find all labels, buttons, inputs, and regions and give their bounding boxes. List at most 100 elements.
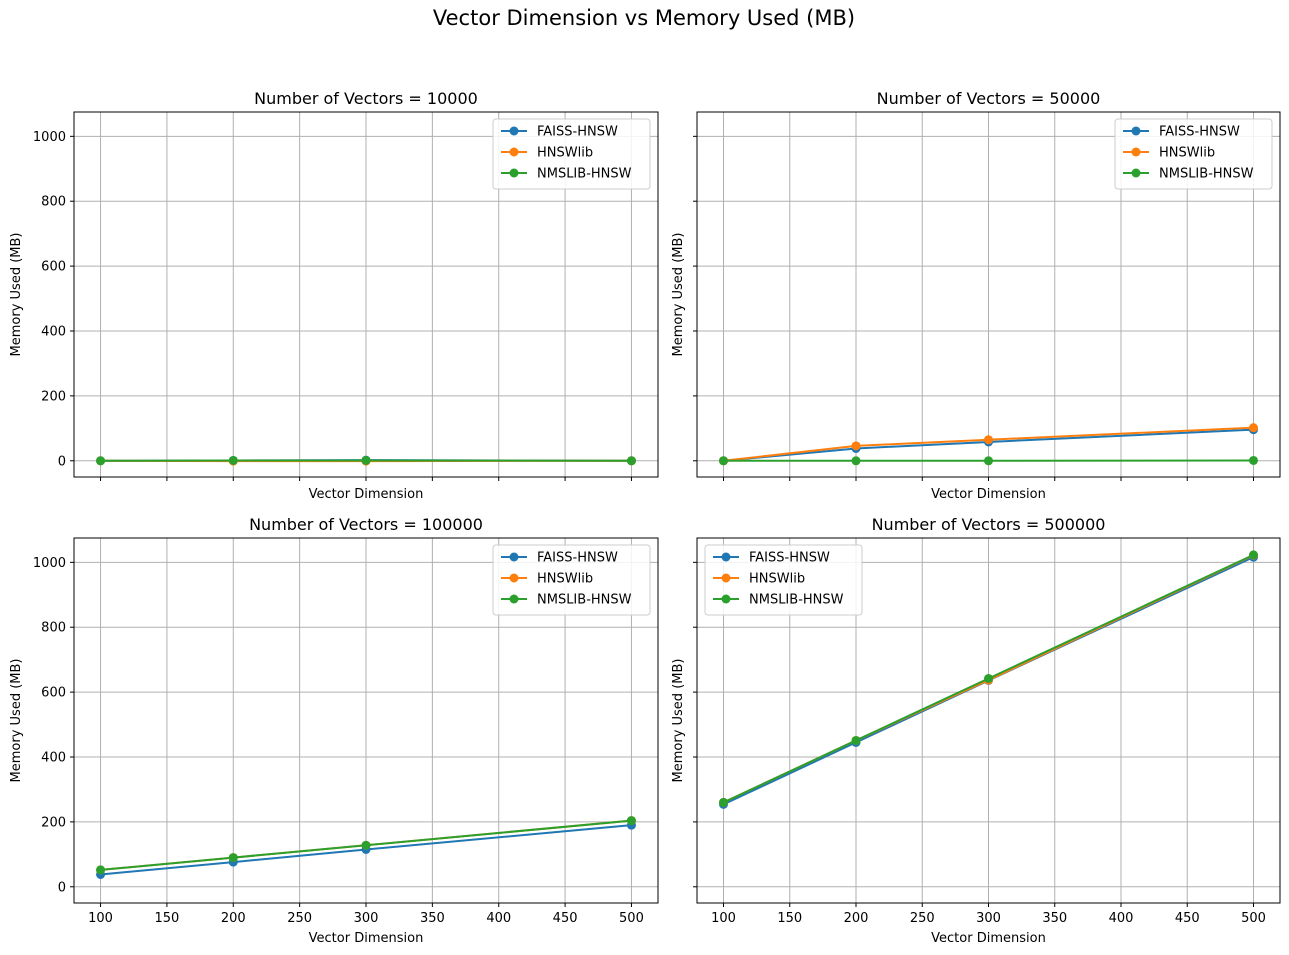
x-tick-label: 300 [354, 911, 379, 926]
data-point-hnswlib [984, 435, 993, 445]
y-tick-label: 400 [41, 751, 66, 766]
y-tick-label: 0 [58, 880, 66, 895]
data-point-nmslib-hnsw [984, 456, 993, 466]
legend-label-nmslib-hnsw: NMSLIB-HNSW [537, 167, 632, 182]
x-tick-label: 350 [420, 911, 445, 926]
legend: FAISS-HNSW HNSWlib NMSLIB-HNSW [492, 544, 651, 616]
data-point-nmslib-hnsw [96, 456, 106, 466]
x-tick-label: 100 [88, 911, 113, 926]
data-point-nmslib-hnsw [851, 456, 861, 466]
data-point-hnswlib [1249, 423, 1258, 433]
data-point-nmslib-hnsw [719, 456, 728, 466]
x-tick-label: 150 [777, 911, 802, 926]
y-tick-label: 600 [41, 260, 66, 275]
data-point-nmslib-hnsw [1249, 455, 1258, 465]
legend: FAISS-HNSW HNSWlib NMSLIB-HNSW [492, 118, 651, 190]
y-axis-label: Memory Used (MB) [9, 659, 24, 783]
y-axis-label: Memory Used (MB) [9, 233, 24, 357]
legend-label-hnswlib: HNSWlib [1159, 146, 1215, 161]
legend-marker-hnswlib [509, 573, 519, 583]
x-tick-label: 350 [1042, 911, 1067, 926]
legend: FAISS-HNSW HNSWlib NMSLIB-HNSW [704, 544, 863, 616]
series-line-nmslib-hnsw [100, 819, 632, 871]
legend-box [1114, 118, 1273, 190]
legend-label-faiss-hnsw: FAISS-HNSW [537, 551, 618, 566]
series-line-faiss-hnsw [723, 428, 1254, 462]
legend-label-nmslib-hnsw: NMSLIB-HNSW [749, 593, 844, 608]
y-tick-label: 200 [41, 815, 66, 830]
series-line-nmslib-hnsw [723, 553, 1254, 804]
data-point-nmslib-hnsw [626, 816, 636, 826]
y-tick-label: 800 [41, 621, 66, 636]
legend-marker-faiss-hnsw [509, 552, 519, 562]
legend-marker-faiss-hnsw [1131, 126, 1141, 136]
legend-label-nmslib-hnsw: NMSLIB-HNSW [1159, 167, 1254, 182]
legend-marker-nmslib-hnsw [509, 168, 519, 178]
x-axis-label: Vector Dimension [309, 931, 424, 946]
series-line-faiss-hnsw [100, 824, 632, 876]
legend-box [492, 118, 651, 190]
legend-label-faiss-hnsw: FAISS-HNSW [1159, 125, 1240, 140]
x-axis-label: Vector Dimension [931, 931, 1046, 946]
data-point-nmslib-hnsw [984, 673, 993, 683]
axes-frame [696, 537, 1281, 904]
legend-marker-nmslib-hnsw [1131, 168, 1141, 178]
series-line-faiss-hnsw [723, 556, 1254, 806]
axes-frame [73, 537, 659, 904]
y-tick-label: 400 [41, 325, 66, 340]
x-tick-label: 450 [1175, 911, 1200, 926]
data-point-nmslib-hnsw [228, 853, 238, 863]
y-tick-label: 200 [41, 389, 66, 404]
legend-marker-nmslib-hnsw [721, 594, 731, 604]
data-point-nmslib-hnsw [228, 455, 238, 465]
legend: FAISS-HNSW HNSWlib NMSLIB-HNSW [1114, 118, 1273, 190]
data-point-nmslib-hnsw [719, 797, 728, 807]
legend-marker-hnswlib [509, 147, 519, 157]
legend-marker-faiss-hnsw [509, 126, 519, 136]
x-tick-label: 200 [844, 911, 869, 926]
series-line-hnswlib [723, 426, 1254, 462]
x-axis-label: Vector Dimension [309, 487, 424, 502]
legend-label-nmslib-hnsw: NMSLIB-HNSW [537, 593, 632, 608]
y-tick-label: 1000 [33, 556, 66, 571]
y-axis-label: Memory Used (MB) [671, 659, 686, 783]
legend-marker-faiss-hnsw [721, 552, 731, 562]
subplot-title: Number of Vectors = 50000 [877, 89, 1101, 108]
subplot-10000-vectors: 0 200 400 600 800 1000 Number of Vectors = 100… [9, 89, 659, 502]
y-tick-label: 800 [41, 195, 66, 210]
x-tick-label: 250 [910, 911, 935, 926]
x-tick-label: 400 [1109, 911, 1134, 926]
data-point-nmslib-hnsw [851, 735, 861, 745]
x-axis-label: Vector Dimension [931, 487, 1046, 502]
data-point-nmslib-hnsw [96, 865, 106, 875]
data-point-nmslib-hnsw [361, 840, 371, 850]
data-point-nmslib-hnsw [1249, 550, 1258, 560]
subplot-title: Number of Vectors = 100000 [249, 515, 483, 534]
legend-label-hnswlib: HNSWlib [537, 572, 593, 587]
data-point-nmslib-hnsw [626, 456, 636, 466]
x-tick-label: 450 [553, 911, 578, 926]
y-tick-label: 600 [41, 686, 66, 701]
x-tick-label: 500 [619, 911, 644, 926]
x-tick-label: 100 [711, 911, 736, 926]
subplot-500000-vectors: 100 150 200 250 300 350 400 450 500 Number of Vec… [671, 515, 1281, 946]
x-tick-label: 300 [976, 911, 1001, 926]
legend-label-faiss-hnsw: FAISS-HNSW [749, 551, 830, 566]
x-tick-label: 500 [1241, 911, 1266, 926]
legend-marker-hnswlib [721, 573, 731, 583]
x-tick-label: 150 [154, 911, 179, 926]
x-tick-label: 250 [287, 911, 312, 926]
legend-marker-hnswlib [1131, 147, 1141, 157]
subplot-title: Number of Vectors = 10000 [254, 89, 478, 108]
legend-box [492, 544, 651, 616]
legend-label-hnswlib: HNSWlib [537, 146, 593, 161]
subplot-100000-vectors: 100 150 200 250 300 350 400 450 500 0 200 400 600 800… [9, 515, 659, 946]
x-tick-label: 200 [221, 911, 246, 926]
legend-box [704, 544, 863, 616]
y-tick-label: 0 [58, 454, 66, 469]
subplot-title: Number of Vectors = 500000 [872, 515, 1106, 534]
axes-frame [73, 111, 659, 478]
x-tick-label: 400 [486, 911, 511, 926]
subplot-50000-vectors: Number of Vectors = 50000 Vector Dimensio… [671, 89, 1281, 502]
